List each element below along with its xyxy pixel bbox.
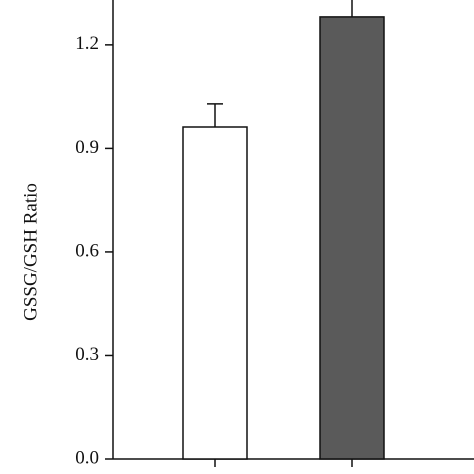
y-tick-label: 0.6 (75, 240, 99, 261)
y-tick-label: 0.0 (75, 447, 99, 468)
bar (319, 16, 385, 460)
y-tick-label: 1.2 (75, 33, 99, 54)
y-tick-label: 0.3 (75, 344, 99, 365)
y-axis-label: GSSG/GSH Ratio (20, 183, 41, 321)
bar (182, 126, 248, 460)
y-tick-label: 0.9 (75, 137, 99, 158)
